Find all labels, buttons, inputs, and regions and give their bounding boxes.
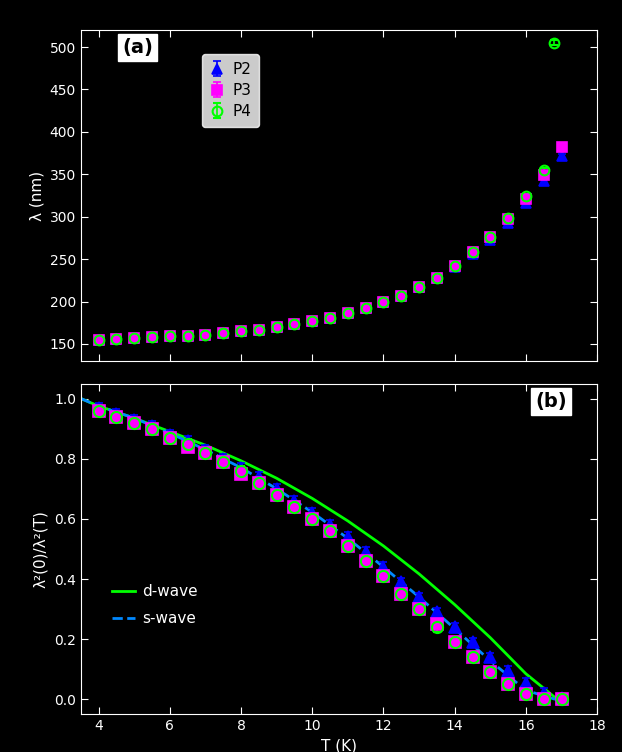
- X-axis label: T (K): T (K): [321, 738, 357, 752]
- Legend: P2, P3, P4: P2, P3, P4: [202, 54, 259, 127]
- Y-axis label: λ (nm): λ (nm): [29, 171, 44, 220]
- Text: (b): (b): [535, 392, 567, 411]
- Y-axis label: λ²(0)/λ²(T): λ²(0)/λ²(T): [34, 510, 49, 588]
- Legend: d-wave, s-wave: d-wave, s-wave: [104, 577, 205, 634]
- Text: (a): (a): [122, 38, 153, 57]
